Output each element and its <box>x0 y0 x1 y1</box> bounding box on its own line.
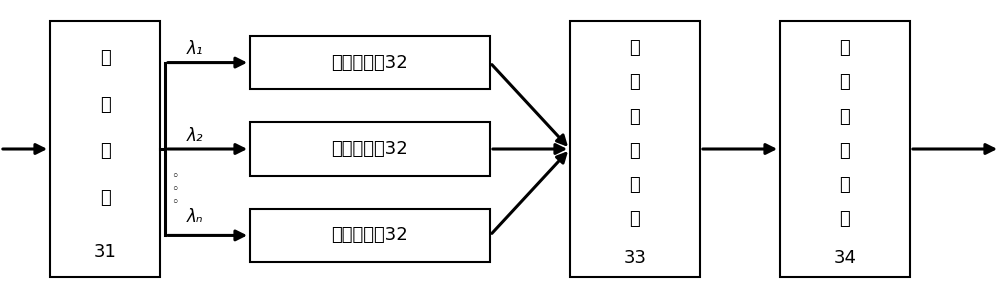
Text: 光检测模坨32: 光检测模坨32 <box>332 54 408 72</box>
Text: 模: 模 <box>630 176 640 194</box>
Text: ◦
◦
◦: ◦ ◦ ◦ <box>171 170 179 209</box>
Text: λ₂: λ₂ <box>187 127 203 145</box>
Text: λ₁: λ₁ <box>187 40 203 58</box>
Text: λₙ: λₙ <box>187 209 203 226</box>
Text: 31: 31 <box>94 243 116 260</box>
FancyBboxPatch shape <box>570 21 700 277</box>
Text: 大: 大 <box>630 73 640 91</box>
Text: 转: 转 <box>840 108 850 125</box>
Text: 波: 波 <box>630 142 640 160</box>
Text: 模: 模 <box>100 142 110 160</box>
FancyBboxPatch shape <box>250 122 490 176</box>
Text: 34: 34 <box>834 249 856 267</box>
Text: 滤: 滤 <box>630 108 640 125</box>
FancyBboxPatch shape <box>250 209 490 262</box>
Text: 换: 换 <box>840 142 850 160</box>
Text: 块: 块 <box>630 210 640 228</box>
Text: 数: 数 <box>840 73 850 91</box>
FancyBboxPatch shape <box>50 21 160 277</box>
Text: 光检测模坨32: 光检测模坨32 <box>332 226 408 244</box>
FancyBboxPatch shape <box>250 36 490 89</box>
Text: 放: 放 <box>630 39 640 57</box>
Text: 光检测模坨32: 光检测模坨32 <box>332 140 408 158</box>
Text: 模: 模 <box>840 176 850 194</box>
FancyBboxPatch shape <box>780 21 910 277</box>
Text: 光: 光 <box>100 96 110 114</box>
Text: 33: 33 <box>624 249 646 267</box>
Text: 分: 分 <box>100 49 110 67</box>
Text: 块: 块 <box>840 210 850 228</box>
Text: 块: 块 <box>100 189 110 207</box>
Text: 模: 模 <box>840 39 850 57</box>
